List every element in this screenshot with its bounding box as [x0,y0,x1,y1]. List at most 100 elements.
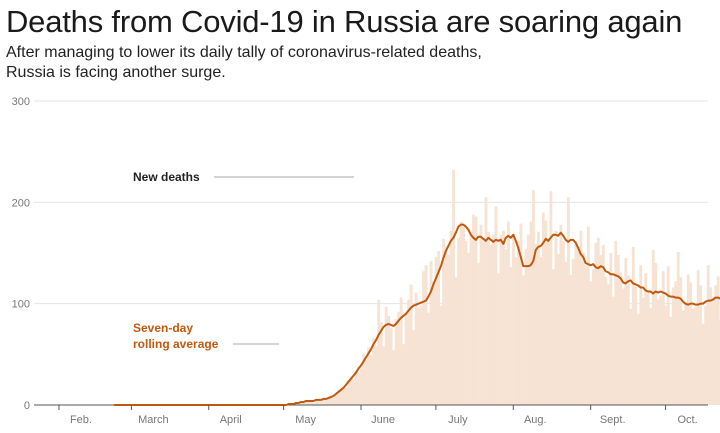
new-deaths-bar [576,247,580,405]
new-deaths-bar [294,403,298,405]
new-deaths-bar [524,248,528,405]
new-deaths-bar [509,267,513,405]
new-deaths-bar [514,257,518,405]
new-deaths-bar [614,240,618,405]
new-deaths-bar [539,257,543,405]
new-deaths-bar [402,344,406,405]
new-deaths-bar [644,273,648,405]
new-deaths-bar [586,226,590,405]
new-deaths-bar [611,296,615,405]
new-deaths-bar [487,231,490,405]
new-deaths-bar [457,237,460,405]
new-deaths-bar [472,214,475,405]
new-deaths-bar [651,249,655,405]
new-deaths-bar [504,248,508,405]
new-deaths-bar [372,338,376,405]
new-deaths-bar [656,299,660,405]
new-deaths-bar [696,270,700,405]
new-deaths-bar [417,307,421,405]
new-deaths-bar [464,240,468,405]
new-deaths-bar [449,230,453,405]
new-deaths-bar [297,403,301,405]
new-deaths-bar [497,273,500,405]
new-deaths-bar [482,240,485,405]
new-deaths-bar [374,346,378,405]
new-deaths-bar [364,360,368,405]
new-deaths-bar [704,305,708,405]
x-tick-label: March [138,414,169,426]
new-deaths-bar [686,274,690,405]
new-deaths-bar [579,230,583,405]
new-deaths-bar [392,350,396,405]
new-deaths-bar [484,197,488,405]
new-deaths-bar [591,269,595,405]
new-deaths-bar [659,295,663,405]
new-deaths-bar [694,306,698,405]
subtitle-line-2: Russia is facing another surge. [6,64,226,81]
new-deaths-bar [674,281,678,405]
new-deaths-bar [312,402,316,405]
new-deaths-bar [596,237,600,405]
new-deaths-bar [419,305,423,405]
new-deaths-bar [309,399,313,405]
new-deaths-bar [474,216,478,405]
new-deaths-bar [711,297,715,405]
new-deaths-bar [566,197,570,405]
new-deaths-bar [709,287,713,405]
new-deaths-bar [666,266,670,405]
new-deaths-bar [512,233,515,405]
new-deaths-bar [347,382,351,405]
new-deaths-bar [534,243,538,405]
new-deaths-bar [409,284,413,405]
new-deaths-bar [344,387,348,405]
new-deaths-bar [424,265,428,405]
y-tick-label: 200 [12,197,30,209]
new-deaths-bar [664,305,668,405]
new-deaths-bar [469,231,473,405]
new-deaths-bar [522,275,525,405]
new-deaths-bar [542,212,545,405]
new-deaths-bar [537,231,540,405]
new-deaths-bar [574,240,578,405]
new-deaths-bar [626,275,630,405]
new-deaths-bar [447,255,450,405]
new-deaths-bar [716,276,720,405]
new-deaths-bar [462,226,465,405]
new-deaths-bar [342,386,346,405]
x-tick-label: July [448,414,468,426]
x-tick-label: Feb. [70,414,92,426]
new-deaths-bar [299,401,303,405]
new-deaths-bar [454,277,458,405]
x-tick-label: Sept. [600,414,626,426]
new-deaths-bar [634,286,638,405]
new-deaths-bar [616,255,620,405]
new-deaths-bar [701,323,705,405]
new-deaths-bar [327,396,331,405]
new-deaths-bar [369,355,373,405]
new-deaths-bar [492,234,495,405]
x-tick-label: May [295,414,316,426]
chart-title: Deaths from Covid-19 in Russia are soari… [6,4,683,39]
new-deaths-bar [397,311,401,405]
new-deaths-bar [532,190,535,405]
new-deaths-bar [359,368,363,405]
new-deaths-bar [699,285,703,405]
new-deaths-bar [439,305,443,405]
new-deaths-bar [681,310,685,405]
new-deaths-bar [324,398,328,405]
new-deaths-bar [619,272,623,405]
new-deaths-bar [434,257,438,405]
new-deaths-bar [357,372,361,405]
new-deaths-bar [442,238,445,405]
new-deaths-bar [362,354,366,405]
new-deaths-bar [384,306,388,405]
new-deaths-bar [706,265,710,405]
new-deaths-bar [394,318,398,405]
new-deaths-bar [304,401,308,405]
new-deaths-bar [459,221,463,405]
new-deaths-bar [499,234,503,405]
new-deaths-bar [494,206,498,405]
new-deaths-bar [631,246,635,405]
y-tick-label: 100 [12,299,30,311]
new-deaths-bar [606,284,610,405]
